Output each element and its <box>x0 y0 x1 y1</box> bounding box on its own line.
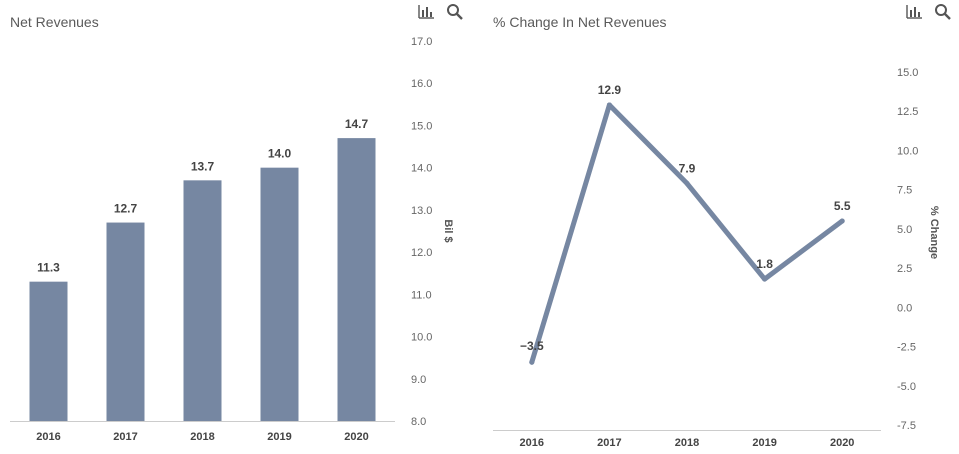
search-icon[interactable] <box>445 2 465 22</box>
x-tick-label: 2018 <box>675 437 699 449</box>
y-tick-label: 12.5 <box>897 106 918 118</box>
x-tick-label: 2020 <box>344 431 368 443</box>
y-tick-label: 11.0 <box>411 289 432 301</box>
y-tick-label: 0.0 <box>897 302 912 314</box>
y-tick-label: 17.0 <box>411 36 432 48</box>
chart-title: Net Revenues <box>10 14 99 30</box>
x-tick-label: 2017 <box>597 437 621 449</box>
y-tick-label: 7.5 <box>897 185 912 197</box>
y-axis-label: % Change <box>928 206 940 259</box>
data-label: 14.0 <box>268 147 292 161</box>
y-tick-label: 5.0 <box>897 224 912 236</box>
y-tick-label: 15.0 <box>411 120 432 132</box>
bar <box>106 222 145 421</box>
bar <box>337 138 376 421</box>
y-tick-label: 8.0 <box>411 416 426 428</box>
y-tick-label: 14.0 <box>411 163 432 175</box>
series-line <box>529 102 845 365</box>
bar-chart-icon[interactable] <box>904 2 924 22</box>
data-label: 14.7 <box>345 117 369 131</box>
data-point <box>762 276 768 282</box>
data-point <box>839 218 845 224</box>
y-tick-label: 16.0 <box>411 78 432 90</box>
search-icon[interactable] <box>933 2 953 22</box>
data-label: 5.5 <box>834 199 851 213</box>
x-tick-label: 2019 <box>267 431 291 443</box>
bar <box>183 180 222 421</box>
bar <box>260 167 299 421</box>
y-tick-label: -2.5 <box>897 342 916 354</box>
bar <box>29 281 68 421</box>
data-label: 11.3 <box>37 261 60 275</box>
net-revenues-panel: Net Revenues 11.3 2016 12.7 2017 13.7 2018 14.… <box>0 0 470 454</box>
data-point <box>606 102 612 108</box>
data-point <box>684 180 690 186</box>
y-tick-label: 12.0 <box>411 247 432 259</box>
data-label: −3.5 <box>520 339 544 353</box>
data-label: 7.9 <box>679 161 696 175</box>
x-tick-label: 2016 <box>520 437 544 449</box>
chart-title: % Change In Net Revenues <box>493 14 667 30</box>
chart-toolbar <box>416 2 465 22</box>
bar-chart-icon[interactable] <box>416 2 436 22</box>
y-tick-label: -5.0 <box>897 381 916 393</box>
y-tick-label: 10.0 <box>411 332 432 344</box>
x-tick-label: 2020 <box>830 437 854 449</box>
data-label: 1.8 <box>756 257 773 271</box>
y-tick-label: 13.0 <box>411 205 432 217</box>
data-point <box>529 359 535 365</box>
data-label: 12.9 <box>598 83 622 97</box>
data-label: 13.7 <box>191 159 215 173</box>
pct-change-panel: % Change In Net Revenues −3.5 2016 12.9 201… <box>480 0 959 454</box>
x-tick-label: 2017 <box>113 431 137 443</box>
y-tick-label: 2.5 <box>897 263 912 275</box>
x-tick-label: 2016 <box>36 431 60 443</box>
x-tick-label: 2018 <box>190 431 214 443</box>
chart-toolbar <box>904 2 953 22</box>
data-label: 12.7 <box>114 202 138 216</box>
bar-chart: 11.3 2016 12.7 2017 13.7 2018 14.0 2019 14.7 2020… <box>10 36 454 443</box>
x-tick-label: 2019 <box>752 437 776 449</box>
y-axis-label: Bil $ <box>442 219 454 242</box>
y-tick-label: 10.0 <box>897 145 918 157</box>
line-chart: −3.5 2016 12.9 2017 7.9 2018 1.8 2019 5.5 2020 -7.… <box>493 67 940 449</box>
y-tick-label: -7.5 <box>897 420 916 432</box>
y-tick-label: 9.0 <box>411 374 426 386</box>
y-tick-label: 15.0 <box>897 67 918 79</box>
